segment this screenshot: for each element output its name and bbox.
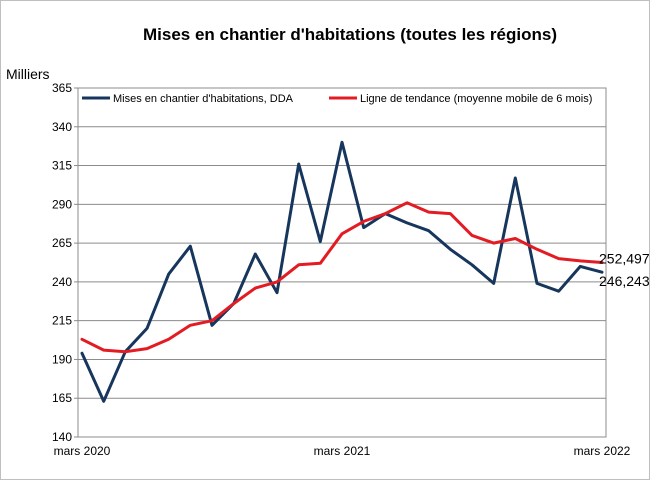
y-tick-label: 140	[52, 430, 72, 444]
y-tick-label: 215	[52, 314, 72, 328]
x-tick-label: mars 2022	[574, 444, 631, 458]
x-axis-ticks: mars 2020 mars 2021 mars 2022	[54, 444, 631, 458]
y-tick-label: 265	[52, 236, 72, 250]
series-line-0	[80, 140, 604, 403]
y-axis-ticks: 140 165 190 215 240 265 290 315 340 365	[52, 81, 78, 444]
y-tick-label: 340	[52, 120, 72, 134]
end-value-label-starts: 246,243	[599, 273, 650, 289]
y-tick-label: 365	[52, 81, 72, 95]
legend-label-mises-en-chantier: Mises en chantier d'habitations, DDA	[113, 93, 294, 105]
chart-title: Mises en chantier d'habitations (toutes …	[143, 25, 557, 44]
y-tick-label: 240	[52, 275, 72, 289]
plot-area	[77, 87, 607, 438]
y-tick-label: 165	[52, 391, 72, 405]
y-tick-label: 290	[52, 197, 72, 211]
x-tick-label: mars 2021	[314, 444, 371, 458]
series-line-1	[80, 201, 604, 354]
y-tick-label: 315	[52, 159, 72, 173]
y-tick-label: 190	[52, 352, 72, 366]
legend-label-ligne-de-tendance: Ligne de tendance (moyenne mobile de 6 m…	[360, 93, 592, 105]
y-axis-label: Milliers	[6, 66, 50, 82]
series-lines	[80, 140, 604, 403]
x-tick-label: mars 2020	[54, 444, 111, 458]
end-value-label-trend: 252,497	[599, 251, 650, 267]
gridlines	[78, 126, 606, 399]
legend: Mises en chantier d'habitations, DDA Lig…	[82, 93, 592, 105]
